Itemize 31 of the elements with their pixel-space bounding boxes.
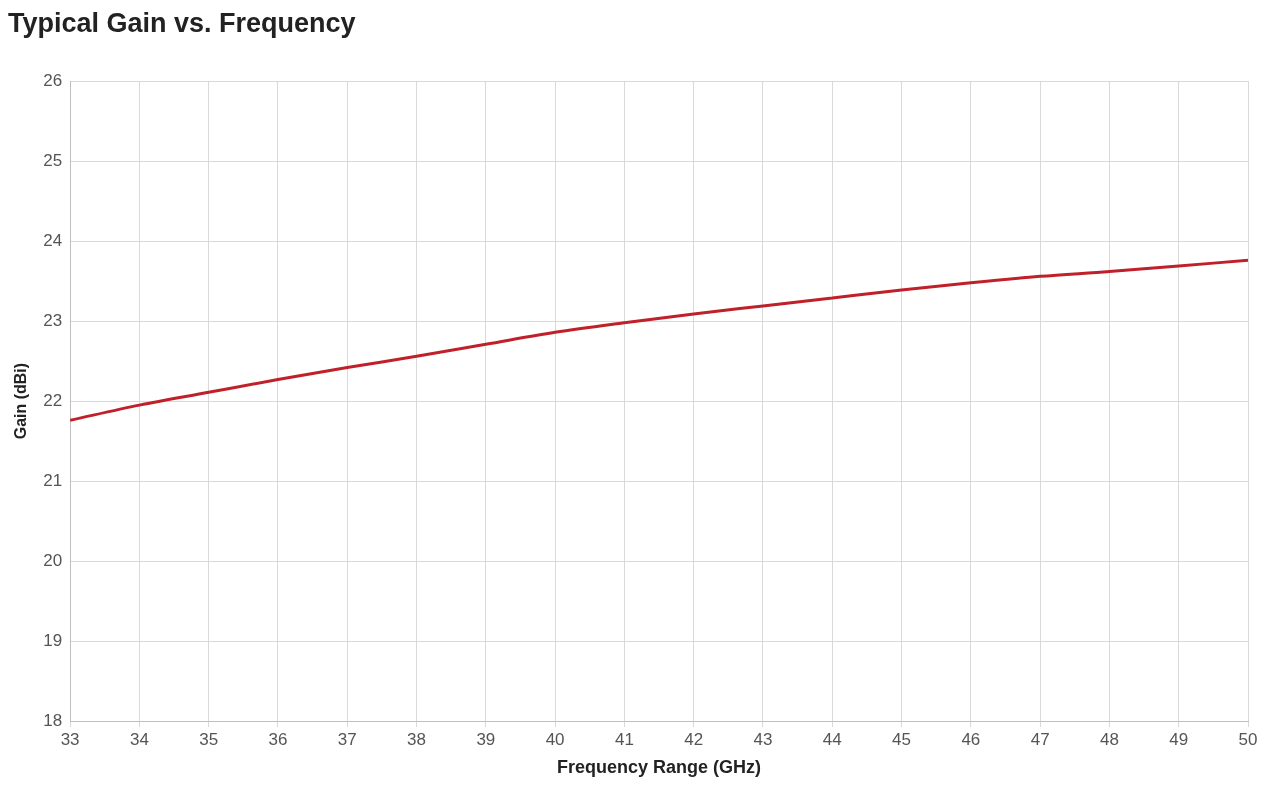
y-tick-label: 23 (43, 310, 63, 330)
chart-title: Typical Gain vs. Frequency (8, 8, 357, 39)
x-tick-label: 46 (961, 729, 981, 749)
x-tick-label: 45 (892, 729, 912, 749)
x-tick-label: 44 (822, 729, 842, 749)
x-tick-label: 43 (753, 729, 773, 749)
x-tick-label: 41 (614, 729, 634, 749)
y-tick-label: 25 (43, 150, 63, 170)
x-tick-label: 34 (129, 729, 149, 749)
x-tick-label: 38 (407, 729, 427, 749)
y-tick-label: 21 (43, 470, 63, 490)
y-tick-label: 26 (43, 70, 63, 90)
x-tick-label: 48 (1099, 729, 1119, 749)
x-tick-label: 35 (199, 729, 219, 749)
x-tick-label: 36 (268, 729, 288, 749)
x-tick-label: 39 (476, 729, 496, 749)
x-tick-label: 47 (1030, 729, 1050, 749)
y-tick-label: 19 (43, 630, 63, 650)
line-series (70, 258, 1248, 422)
y-axis-title: Gain (dBi) (12, 362, 30, 440)
y-tick-label: 18 (43, 710, 63, 730)
x-tick-label: 40 (545, 729, 565, 749)
y-tick-label: 20 (43, 550, 63, 570)
x-tick-label: 33 (60, 729, 80, 749)
x-tick-label: 49 (1169, 729, 1189, 749)
y-tick-label: 22 (43, 390, 63, 410)
x-tick-label: 50 (1238, 729, 1258, 749)
x-axis-title: Frequency Range (GHz) (557, 757, 762, 778)
x-tick-label: 42 (684, 729, 704, 749)
x-tick-label: 37 (337, 729, 357, 749)
y-tick-label: 24 (43, 230, 63, 250)
